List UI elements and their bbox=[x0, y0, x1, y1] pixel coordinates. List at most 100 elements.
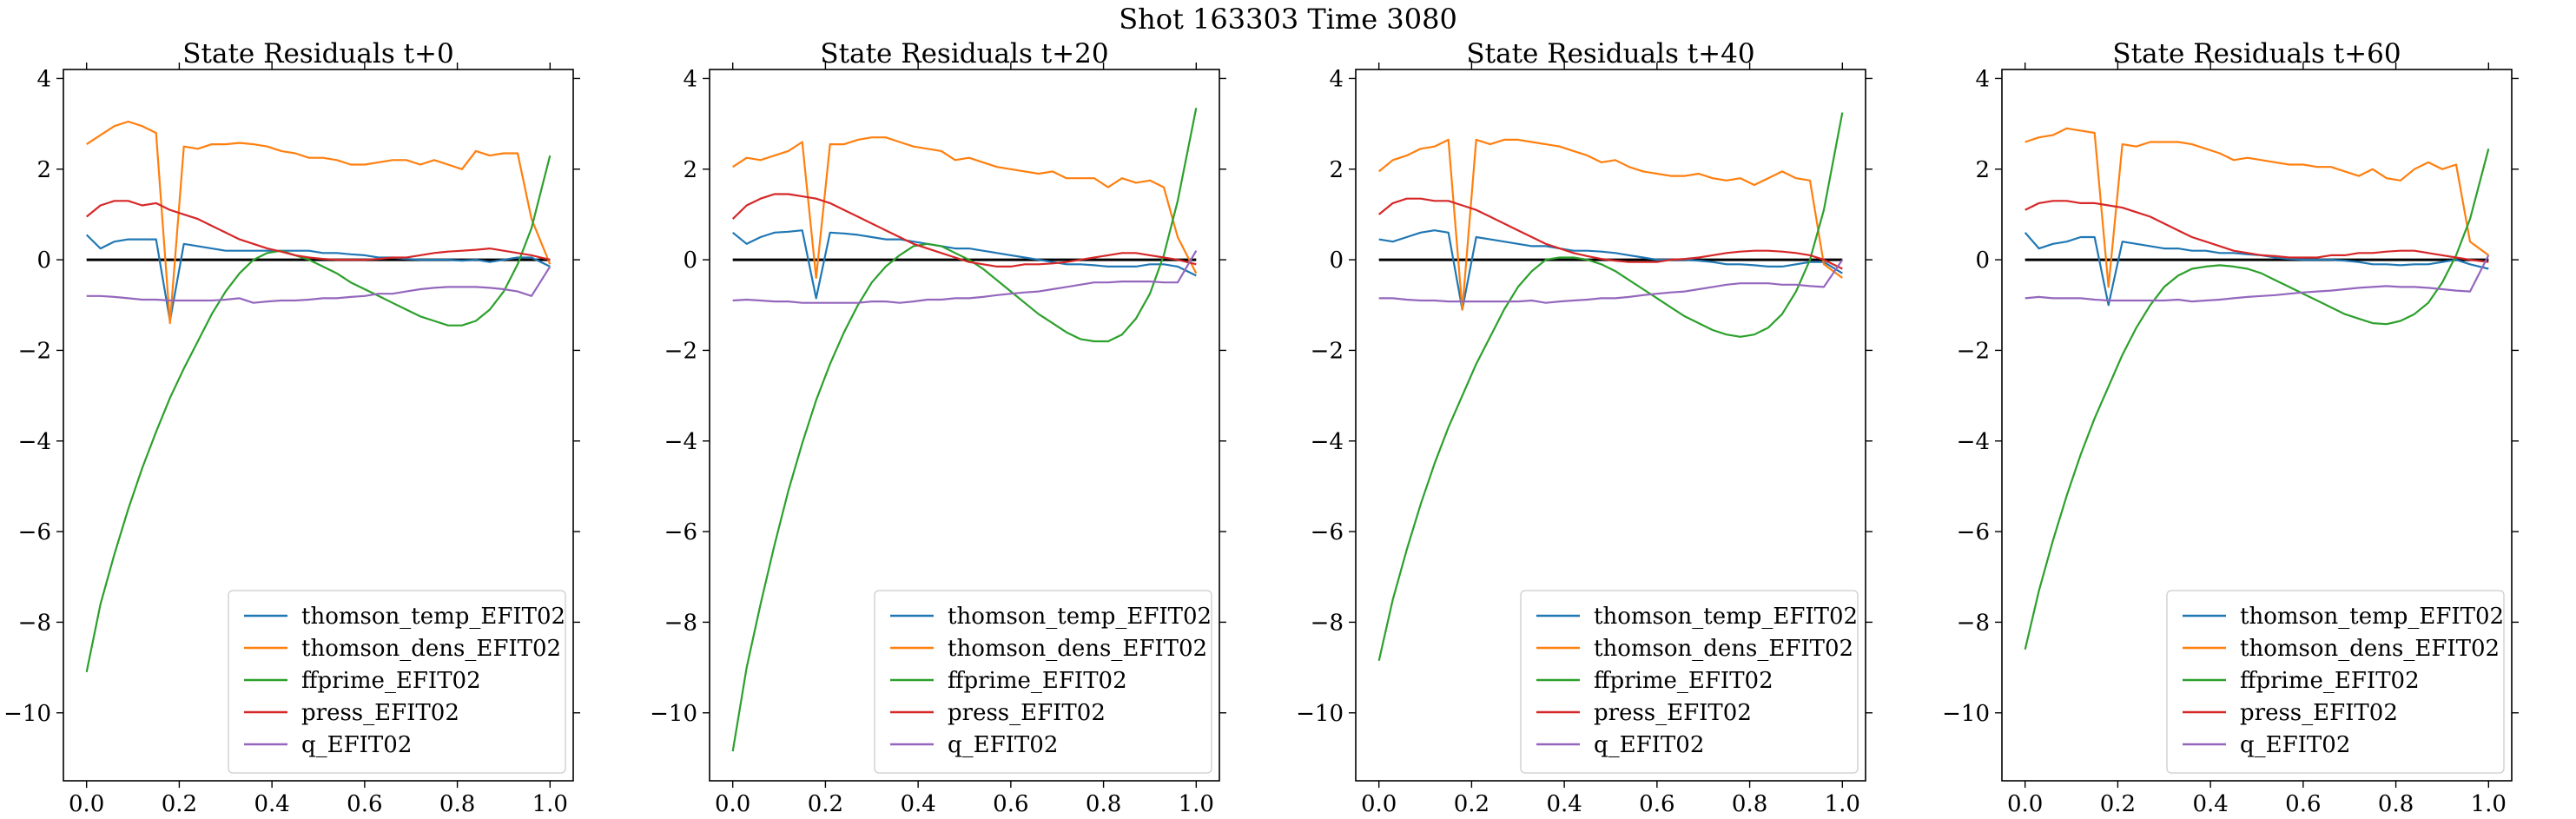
series-line-thomson_temp_EFIT02 bbox=[2024, 232, 2489, 307]
y-tick-label: 2 bbox=[36, 157, 51, 183]
legend-label: ffprime_EFIT02 bbox=[1594, 668, 1773, 694]
y-tick-label: −8 bbox=[664, 610, 697, 636]
legend-label: thomson_temp_EFIT02 bbox=[2240, 604, 2504, 630]
legend-label: thomson_temp_EFIT02 bbox=[948, 604, 1212, 630]
legend-label: q_EFIT02 bbox=[2240, 732, 2350, 758]
chart-panel-3: State Residuals t+60 0.0 0.2 0.4 0.6 0.8 1.0 4 2… bbox=[1942, 38, 2519, 817]
y-tick-label: −10 bbox=[650, 701, 697, 727]
legend-label: q_EFIT02 bbox=[1594, 732, 1704, 758]
x-tick-label: 0.8 bbox=[439, 791, 475, 817]
chart-panel-0: State Residuals t+0 0.0 0.2 0.4 0.6 0.8 1.0 4 2 0… bbox=[3, 38, 580, 817]
x-tick-label: 0.8 bbox=[1086, 791, 1121, 817]
series-line-press_EFIT02 bbox=[2024, 200, 2489, 263]
x-tick-label: 1.0 bbox=[1179, 791, 1214, 817]
x-tick-label: 0.2 bbox=[1454, 791, 1489, 817]
y-tick-label: −6 bbox=[18, 519, 51, 545]
y-tick-label: −4 bbox=[18, 429, 51, 455]
series-line-thomson_temp_EFIT02 bbox=[1378, 229, 1843, 311]
legend-label: thomson_dens_EFIT02 bbox=[1594, 636, 1853, 662]
y-tick-label: −10 bbox=[1296, 701, 1344, 727]
x-tick-label: 1.0 bbox=[1825, 791, 1860, 817]
y-tick-label: 4 bbox=[1975, 66, 1990, 92]
series-line-thomson_dens_EFIT02 bbox=[1378, 138, 1843, 311]
legend-label: thomson_dens_EFIT02 bbox=[301, 636, 561, 662]
legend-label: press_EFIT02 bbox=[1594, 700, 1752, 726]
x-tick-label: 0.6 bbox=[1639, 791, 1674, 817]
figure-suptitle: Shot 163303 Time 3080 bbox=[1119, 3, 1457, 36]
x-tick-label: 0.6 bbox=[993, 791, 1028, 817]
y-tick-label: 2 bbox=[1975, 157, 1990, 183]
panel-title: State Residuals t+60 bbox=[2112, 38, 2401, 69]
y-tick-label: −2 bbox=[1311, 338, 1344, 364]
series-line-press_EFIT02 bbox=[1378, 197, 1843, 270]
panel-title: State Residuals t+20 bbox=[820, 38, 1108, 69]
legend-label: press_EFIT02 bbox=[301, 700, 459, 726]
x-tick-label: 1.0 bbox=[532, 791, 568, 817]
legend: thomson_temp_EFIT02 thomson_dens_EFIT02ff… bbox=[874, 590, 1212, 774]
y-tick-label: −6 bbox=[1957, 519, 1990, 545]
axes-frame bbox=[63, 69, 574, 782]
series-line-thomson_dens_EFIT02 bbox=[732, 136, 1198, 280]
legend-label: q_EFIT02 bbox=[301, 732, 412, 758]
y-tick-label: −8 bbox=[18, 610, 51, 636]
legend-label: thomson_dens_EFIT02 bbox=[2240, 636, 2500, 662]
y-tick-label: 0 bbox=[683, 248, 697, 274]
legend: thomson_temp_EFIT02 thomson_dens_EFIT02ff… bbox=[1520, 590, 1859, 774]
y-tick-label: −2 bbox=[1957, 338, 1990, 364]
legend: thomson_temp_EFIT02 thomson_dens_EFIT02ff… bbox=[228, 590, 566, 774]
y-tick-label: 2 bbox=[683, 157, 697, 183]
y-tick-label: −8 bbox=[1311, 610, 1344, 636]
legend: thomson_temp_EFIT02 thomson_dens_EFIT02ff… bbox=[2166, 590, 2505, 774]
axes-frame bbox=[2001, 69, 2513, 782]
x-tick-label: 0.4 bbox=[900, 791, 935, 817]
series-line-thomson_dens_EFIT02 bbox=[2024, 127, 2489, 288]
x-tick-label: 0.0 bbox=[2007, 791, 2043, 817]
x-tick-label: 0.2 bbox=[808, 791, 843, 817]
series-line-q_EFIT02 bbox=[732, 250, 1198, 304]
legend-box bbox=[2166, 590, 2505, 774]
y-tick-label: −10 bbox=[3, 701, 51, 727]
legend-box bbox=[228, 590, 566, 774]
series-line-thomson_dens_EFIT02 bbox=[86, 120, 552, 325]
legend-label: thomson_temp_EFIT02 bbox=[1594, 604, 1858, 630]
series-line-q_EFIT02 bbox=[1378, 259, 1844, 304]
y-tick-label: 4 bbox=[1329, 66, 1344, 92]
legend-label: ffprime_EFIT02 bbox=[301, 668, 481, 694]
legend-label: thomson_dens_EFIT02 bbox=[948, 636, 1207, 662]
x-tick-label: 0.6 bbox=[2285, 791, 2321, 817]
y-tick-label: −4 bbox=[664, 429, 697, 455]
x-tick-label: 0.0 bbox=[69, 791, 104, 817]
series-line-q_EFIT02 bbox=[2024, 254, 2490, 303]
y-tick-label: −6 bbox=[664, 519, 697, 545]
legend-label: ffprime_EFIT02 bbox=[2240, 668, 2420, 694]
series-line-q_EFIT02 bbox=[86, 266, 552, 304]
x-tick-label: 1.0 bbox=[2471, 791, 2507, 817]
x-tick-label: 0.4 bbox=[1546, 791, 1582, 817]
legend-label: q_EFIT02 bbox=[948, 732, 1058, 758]
axes-frame bbox=[1355, 69, 1866, 782]
y-tick-label: 4 bbox=[683, 66, 697, 92]
x-tick-label: 0.4 bbox=[2192, 791, 2228, 817]
panel-title: State Residuals t+0 bbox=[182, 38, 453, 69]
y-tick-label: −2 bbox=[18, 338, 51, 364]
axes-frame bbox=[709, 69, 1220, 782]
legend-label: thomson_temp_EFIT02 bbox=[301, 604, 565, 630]
x-tick-label: 0.0 bbox=[715, 791, 750, 817]
x-tick-label: 0.2 bbox=[162, 791, 197, 817]
y-tick-label: −6 bbox=[1311, 519, 1344, 545]
y-tick-label: −2 bbox=[664, 338, 697, 364]
chart-panel-2: State Residuals t+40 0.0 0.2 0.4 0.6 0.8 1.0 4 2… bbox=[1296, 38, 1873, 817]
series-line-ffprime_EFIT02 bbox=[731, 108, 1198, 752]
y-tick-label: −10 bbox=[1942, 701, 1990, 727]
y-tick-label: 2 bbox=[1329, 157, 1344, 183]
x-tick-label: 0.2 bbox=[2100, 791, 2136, 817]
x-tick-label: 0.0 bbox=[1361, 791, 1397, 817]
panel-title: State Residuals t+40 bbox=[1466, 38, 1754, 69]
legend-label: ffprime_EFIT02 bbox=[948, 668, 1127, 694]
y-tick-label: −4 bbox=[1311, 429, 1344, 455]
y-tick-label: 0 bbox=[1329, 248, 1344, 274]
legend-box bbox=[874, 590, 1212, 774]
series-line-press_EFIT02 bbox=[86, 200, 551, 261]
series-line-thomson_temp_EFIT02 bbox=[732, 229, 1197, 300]
